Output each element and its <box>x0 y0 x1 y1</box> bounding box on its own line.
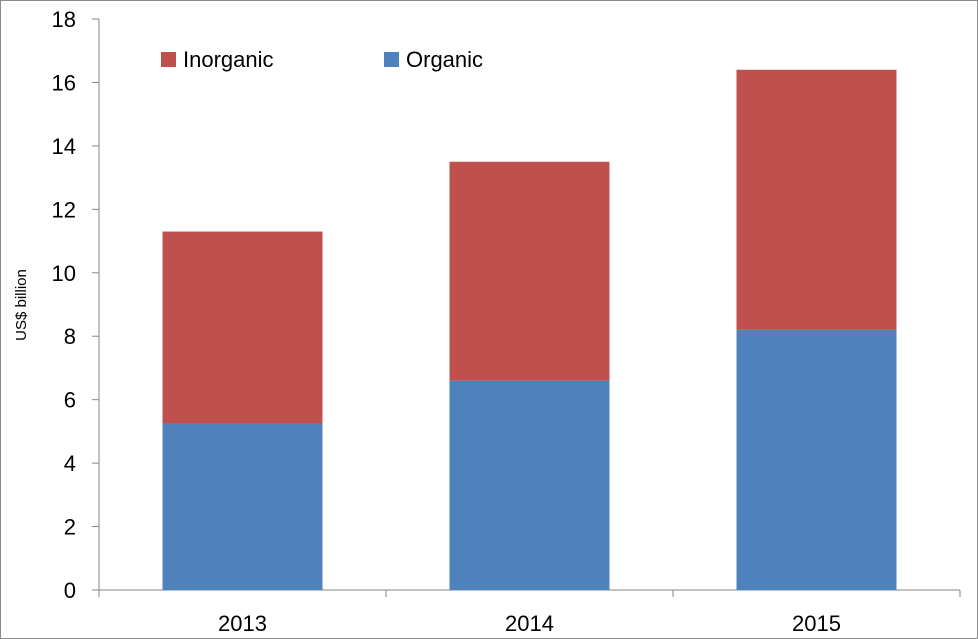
bar-organic-2013 <box>162 423 323 590</box>
x-tick-label: 2015 <box>792 611 841 636</box>
y-tick-label: 14 <box>52 134 76 159</box>
legend-swatch-organic <box>384 52 399 67</box>
y-tick-label: 4 <box>64 451 76 476</box>
bar-inorganic-2015 <box>736 69 897 330</box>
y-axis-label: US$ billion <box>13 269 30 341</box>
bar-inorganic-2013 <box>162 231 323 424</box>
bar-inorganic-2014 <box>449 161 610 381</box>
y-tick-label: 10 <box>52 261 76 286</box>
legend-swatch-inorganic <box>161 52 176 67</box>
y-tick-label: 6 <box>64 388 76 413</box>
x-tick-label: 2013 <box>218 611 267 636</box>
y-tick-label: 0 <box>64 578 76 603</box>
legend-label-organic: Organic <box>406 47 483 72</box>
y-tick-label: 12 <box>52 197 76 222</box>
bar-organic-2015 <box>736 329 897 590</box>
legend-label-inorganic: Inorganic <box>183 47 274 72</box>
x-tick-label: 2014 <box>505 611 554 636</box>
y-tick-label: 16 <box>52 70 76 95</box>
y-tick-label: 2 <box>64 515 76 540</box>
y-tick-label: 8 <box>64 324 76 349</box>
y-tick-label: 18 <box>52 7 76 32</box>
bar-organic-2014 <box>449 380 610 590</box>
